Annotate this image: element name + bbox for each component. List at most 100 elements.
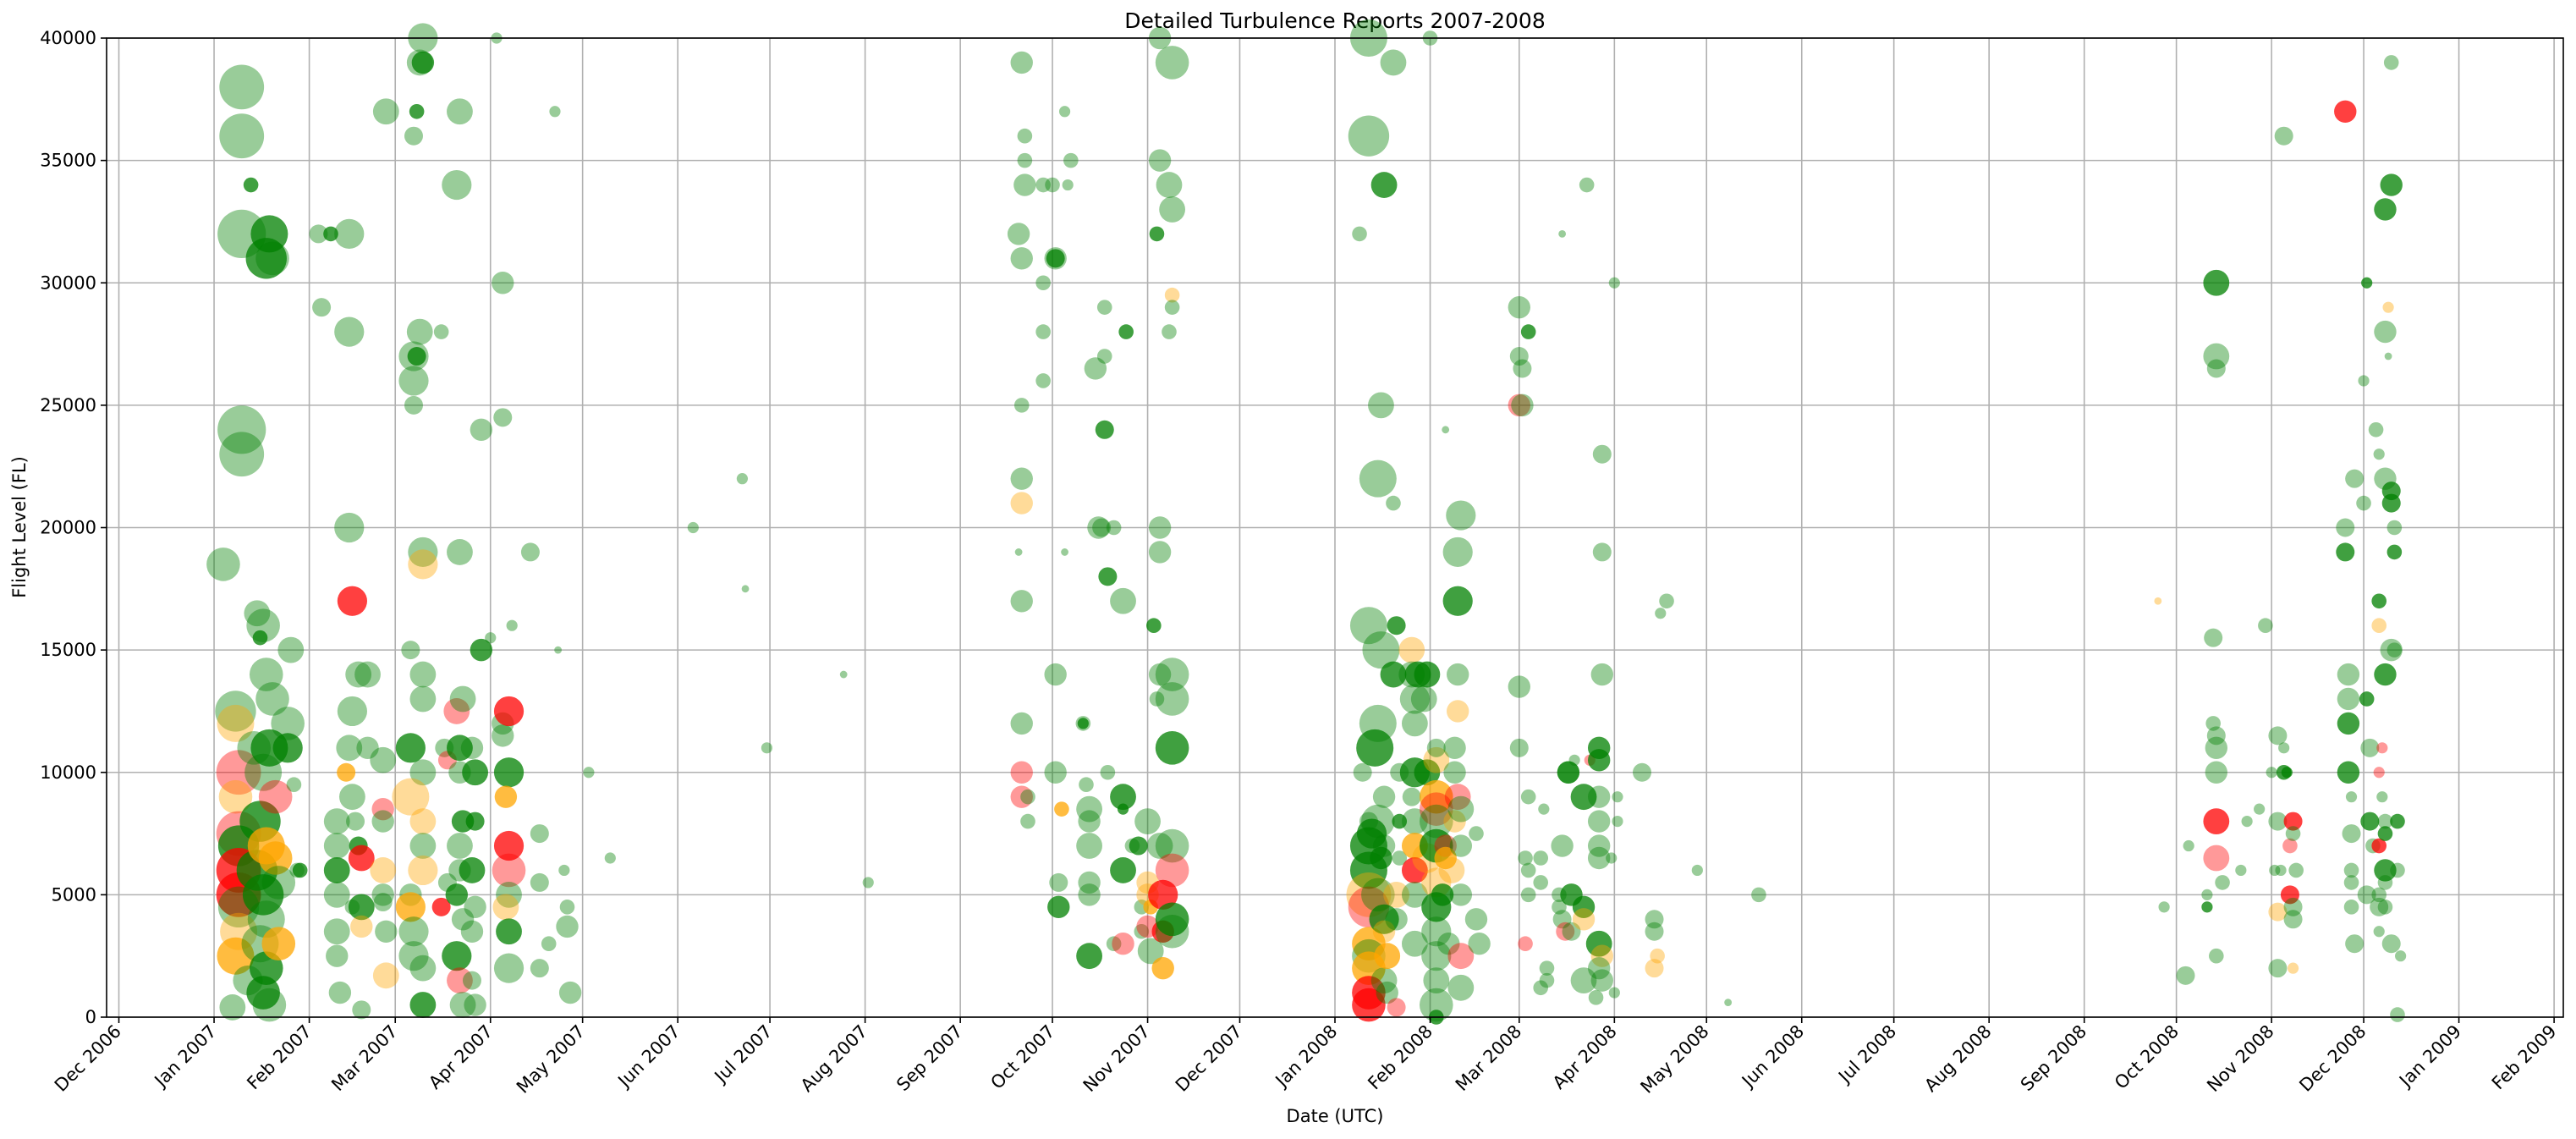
data-point	[1361, 804, 1395, 839]
data-point	[492, 853, 526, 888]
data-point	[1078, 810, 1101, 833]
data-point	[219, 994, 246, 1021]
data-point	[1520, 862, 1536, 878]
data-point	[1096, 300, 1112, 315]
data-point	[1374, 943, 1401, 970]
data-point	[1751, 887, 1766, 903]
data-point	[217, 937, 255, 975]
data-point	[493, 757, 525, 788]
data-point	[2336, 542, 2355, 562]
data-point	[1421, 941, 1452, 971]
data-point	[1155, 853, 1189, 888]
data-point	[1370, 172, 1398, 198]
data-point	[1410, 685, 1437, 713]
data-point	[2205, 736, 2228, 760]
data-point	[1508, 675, 1531, 698]
data-point	[2183, 839, 2194, 852]
data-point	[2371, 593, 2387, 609]
y-axis: 0 5000 10000 15000 20000 25000 30000 35000 40000	[40, 28, 107, 1027]
data-point	[1588, 990, 1604, 1005]
data-point	[1419, 779, 1453, 814]
data-point	[1387, 998, 1406, 1017]
data-point	[1442, 586, 1473, 616]
data-point	[2215, 875, 2230, 890]
data-point	[246, 976, 280, 1010]
data-point	[1087, 516, 1110, 539]
data-point	[460, 920, 484, 943]
data-point	[2201, 901, 2213, 913]
data-point	[2201, 889, 2213, 900]
data-point	[339, 784, 365, 811]
data-point	[2266, 767, 2277, 779]
data-point	[496, 881, 522, 908]
data-point	[1020, 789, 1035, 805]
data-point	[442, 169, 472, 201]
data-point	[1376, 981, 1398, 1004]
data-point	[1156, 172, 1183, 198]
y-axis-label: Flight Level (FL)	[9, 456, 30, 598]
data-point	[1155, 828, 1189, 863]
data-point	[2381, 493, 2401, 513]
data-point	[2285, 826, 2301, 841]
data-point	[1017, 128, 1033, 144]
data-point	[2203, 343, 2230, 370]
data-point	[272, 733, 303, 763]
data-point	[217, 405, 266, 454]
data-point	[1387, 616, 1406, 636]
data-point	[409, 661, 437, 688]
data-point	[1645, 910, 1664, 929]
data-point	[1383, 881, 1409, 908]
data-point	[345, 661, 372, 688]
data-point	[244, 753, 283, 791]
data-point	[1162, 324, 1177, 339]
data-point	[1063, 152, 1079, 168]
y-tick-label: 35000	[40, 151, 96, 171]
data-point	[1076, 795, 1102, 823]
data-point	[2371, 618, 2387, 633]
data-point	[277, 636, 305, 663]
data-point	[1137, 938, 1164, 965]
data-point	[1112, 933, 1134, 955]
data-point	[1552, 910, 1572, 929]
data-point	[370, 746, 397, 773]
data-point	[337, 762, 356, 782]
data-point	[401, 641, 420, 660]
data-point	[348, 894, 375, 921]
data-point	[1129, 836, 1148, 856]
data-point	[1164, 300, 1180, 315]
data-point	[1155, 914, 1189, 949]
data-point	[1442, 426, 1450, 434]
data-point	[485, 632, 497, 644]
data-point	[2368, 422, 2384, 437]
data-point	[1047, 895, 1070, 919]
data-point	[2373, 926, 2385, 938]
data-point	[2377, 813, 2393, 829]
data-point	[1558, 230, 1567, 238]
data-point	[334, 316, 365, 347]
data-point	[354, 661, 381, 688]
data-point	[445, 883, 469, 906]
data-point	[559, 900, 575, 915]
data-point	[1443, 736, 1466, 760]
data-point	[583, 767, 595, 779]
data-point	[2281, 767, 2293, 779]
data-point	[395, 892, 426, 922]
data-point	[1148, 541, 1172, 564]
data-point	[1095, 420, 1114, 439]
data-point	[323, 226, 338, 242]
data-point	[1449, 834, 1473, 857]
data-point	[1426, 738, 1446, 757]
data-point	[1353, 762, 1372, 782]
data-point	[372, 962, 399, 989]
data-point	[1076, 943, 1102, 970]
data-point	[1010, 247, 1033, 270]
data-point	[462, 971, 481, 990]
data-point	[1149, 691, 1165, 707]
data-point	[549, 106, 561, 118]
data-point	[352, 1000, 371, 1020]
data-point	[1110, 587, 1136, 614]
data-point	[2205, 716, 2221, 731]
data-point	[2374, 320, 2397, 344]
data-point	[1359, 459, 1397, 498]
data-point	[1049, 872, 1068, 892]
